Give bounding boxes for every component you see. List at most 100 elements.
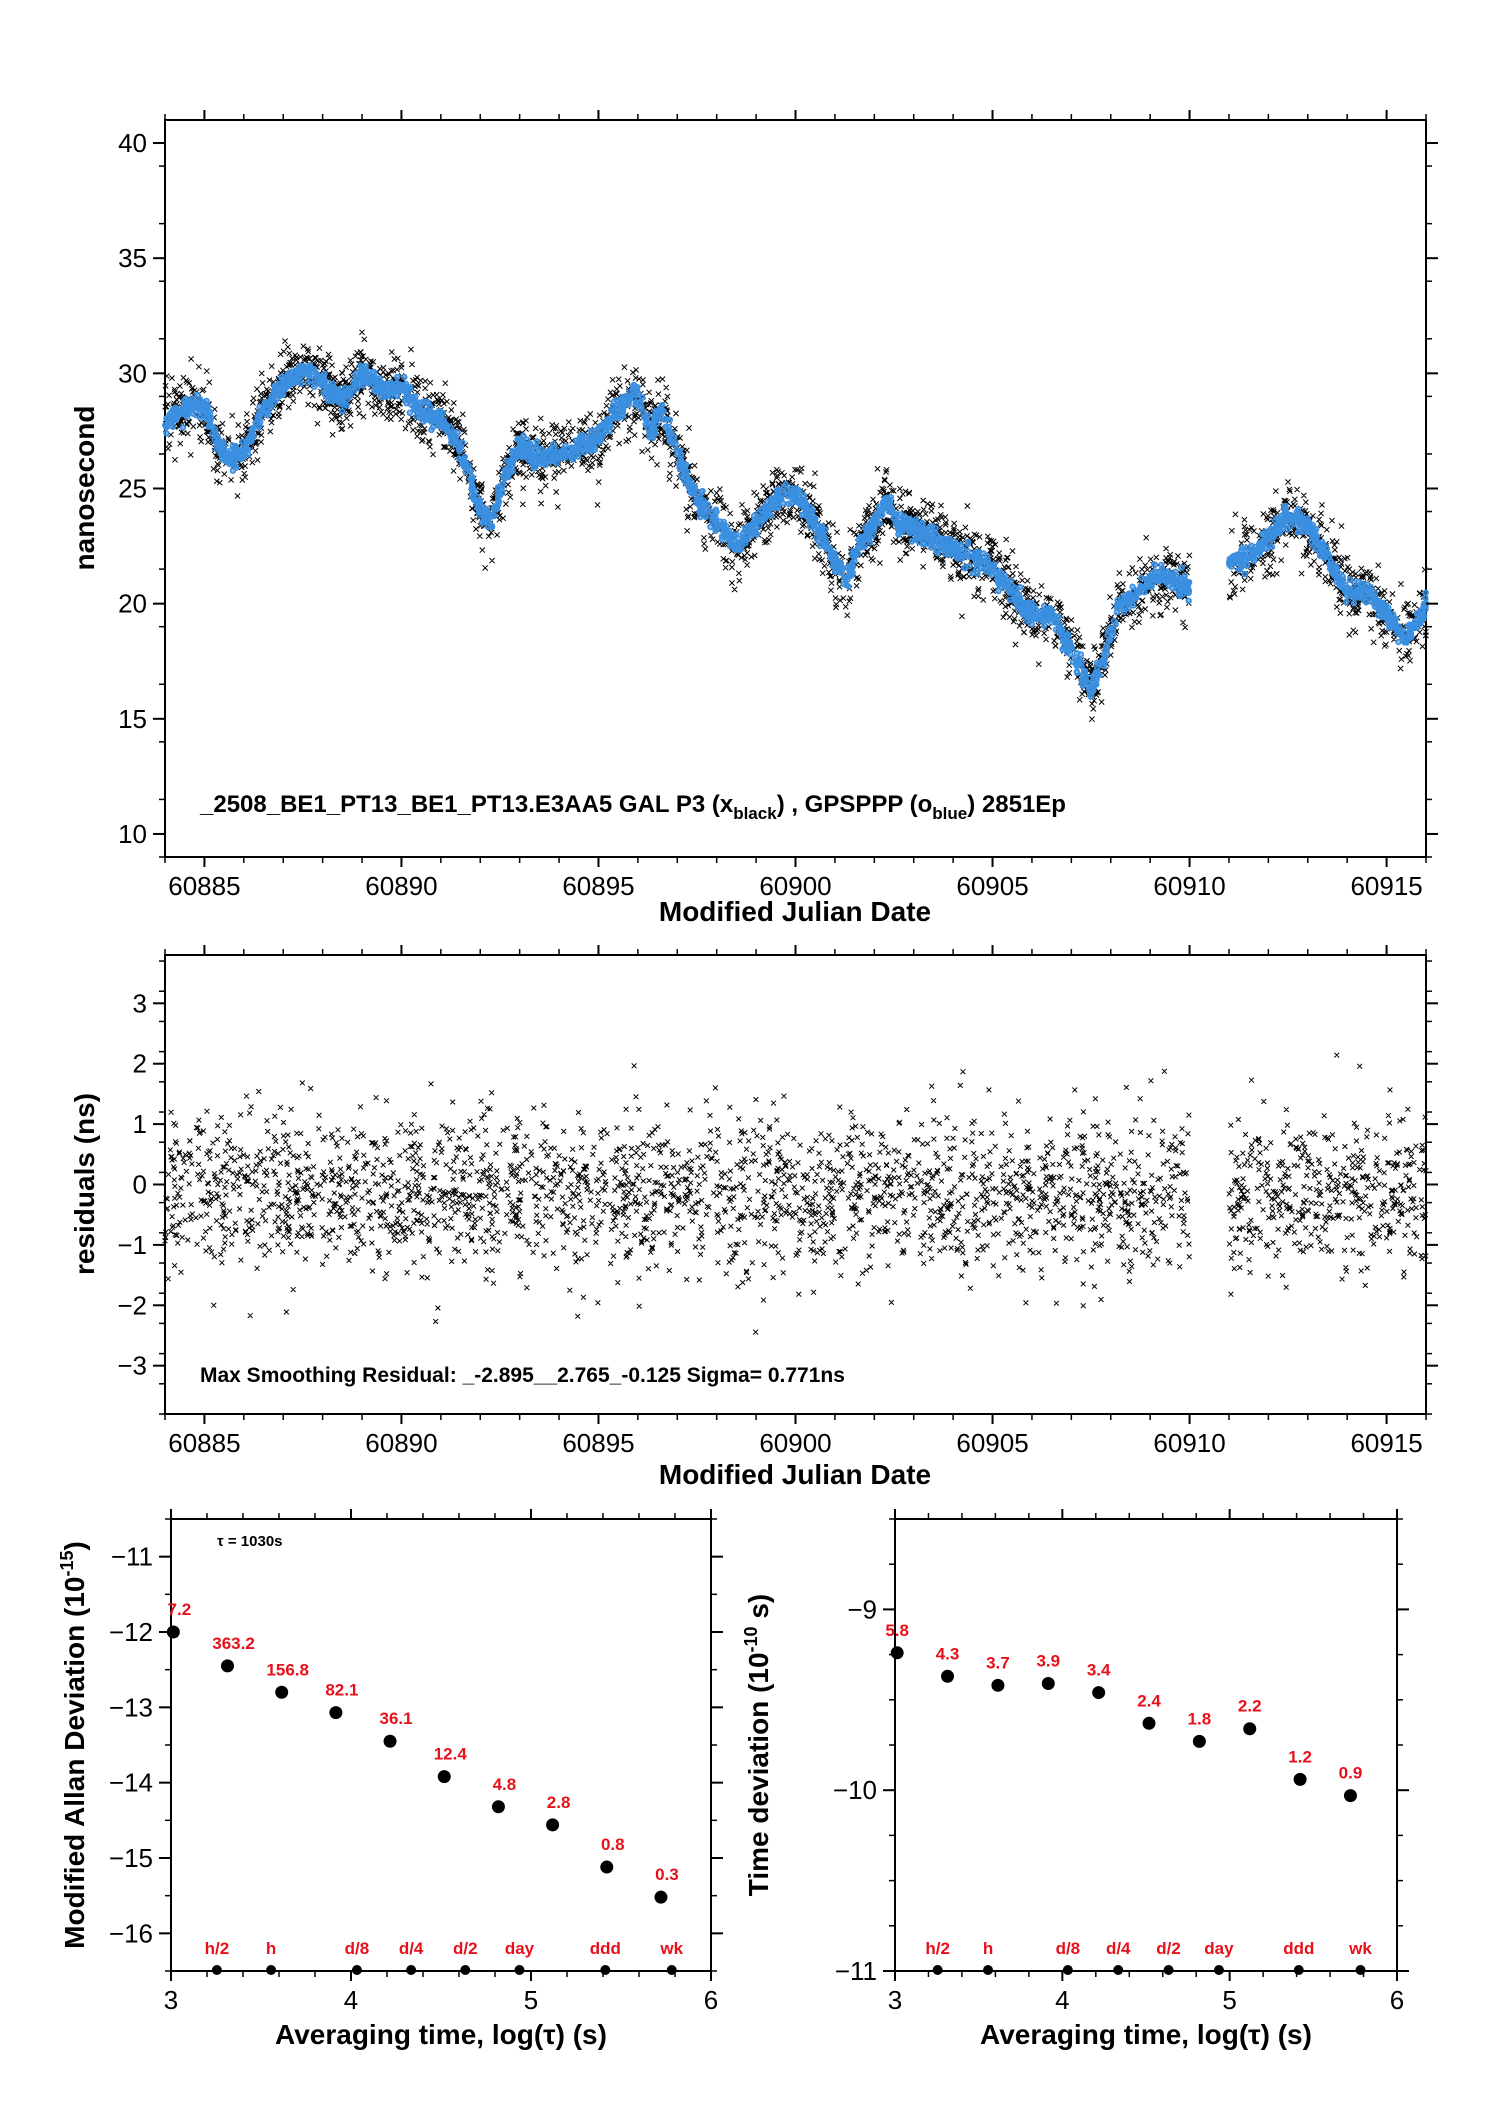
mdev-ylabel: Modified Allan Deviation (10-15) <box>57 1541 90 1949</box>
time-marker-dot <box>666 1965 677 1975</box>
data-point <box>383 1734 397 1748</box>
residuals-xlabel: Modified Julian Date <box>659 1459 931 1490</box>
data-point <box>1343 1789 1357 1803</box>
time-marker-label: h <box>266 1939 276 1958</box>
timeseries-xlabel: Modified Julian Date <box>659 896 931 927</box>
data-point <box>1192 1734 1206 1748</box>
mdev-ticks: 3 4 5 6 −16 −15 −14 −13 −12 −11 <box>109 1509 723 2015</box>
x-tick-label: 60910 <box>1153 871 1225 901</box>
x-tick-label: 60885 <box>168 1428 240 1458</box>
data-point <box>546 1818 560 1832</box>
x-tick-label: 60905 <box>956 871 1028 901</box>
timeseries-points <box>162 329 1430 723</box>
data-point-label: 156.8 <box>266 1660 309 1679</box>
data-point-label: 2.2 <box>1238 1697 1262 1716</box>
data-point <box>1041 1677 1055 1691</box>
time-marker-dot <box>1213 1965 1224 1975</box>
time-marker-dot <box>351 1965 362 1975</box>
x-tick-label: 60895 <box>562 1428 634 1458</box>
timeseries-annotation: _2508_BE1_PT13_BE1_PT13.E3AA5 GAL P3 (xb… <box>199 791 1066 823</box>
y-tick-label: −3 <box>117 1351 147 1381</box>
data-point <box>329 1706 343 1720</box>
y-tick-label: −13 <box>109 1692 153 1722</box>
x-tick-label: 60900 <box>759 1428 831 1458</box>
data-point-label: 0.9 <box>1339 1764 1363 1783</box>
data-point <box>1092 1686 1106 1700</box>
y-tick-label: −1 <box>117 1230 147 1260</box>
time-marker-dot <box>600 1965 611 1975</box>
time-marker-dot <box>1355 1965 1366 1975</box>
time-marker-label: h/2 <box>205 1939 230 1958</box>
x-tick-label: 60915 <box>1350 1428 1422 1458</box>
residuals-annotation: Max Smoothing Residual: _-2.895__2.765_-… <box>200 1364 845 1387</box>
data-point-label: 3.4 <box>1087 1661 1111 1680</box>
time-marker-dot <box>1163 1965 1174 1975</box>
tdev-frame <box>894 1518 1398 1972</box>
data-point <box>654 1890 668 1904</box>
data-point-label: 4.3 <box>936 1644 960 1663</box>
y-tick-label: −15 <box>109 1843 153 1873</box>
data-point <box>1293 1772 1307 1786</box>
tdev-xlabel: Averaging time, log(τ) (s) <box>980 2019 1312 2050</box>
time-marker-label: ddd <box>590 1939 621 1958</box>
y-tick-label: −11 <box>111 1542 153 1572</box>
x-tick-label: 60895 <box>562 871 634 901</box>
time-marker-dot <box>211 1965 222 1975</box>
y-tick-label: 20 <box>118 589 147 619</box>
tdev-points: 5.8 4.3 3.7 3.9 3.4 2.4 1.8 2.2 1.2 0.9 h/2 h d/8 d/4… <box>885 1621 1372 1975</box>
x-tick-label: 5 <box>1222 1985 1236 2015</box>
tdev-panel: 3 4 5 6 −11 −10 −9 5.8 4.3 3.7 3.9 3.4 2.4 1.8 2.2 1.2… <box>741 1509 1409 2050</box>
blue-o-series <box>162 362 1430 700</box>
data-point-label: 1.2 <box>1288 1747 1312 1766</box>
y-tick-label: −14 <box>109 1768 153 1798</box>
mdev-tau-note: τ = 1030s <box>217 1533 283 1550</box>
time-marker-label: d/4 <box>399 1939 424 1958</box>
time-marker-dot <box>1113 1965 1124 1975</box>
x-tick-label: 3 <box>164 1985 178 2015</box>
time-marker-dot <box>932 1965 943 1975</box>
data-point <box>275 1685 289 1699</box>
time-marker-label: h/2 <box>925 1939 950 1958</box>
data-point <box>941 1669 955 1683</box>
time-marker-label: d/2 <box>1156 1939 1181 1958</box>
data-point <box>1243 1722 1257 1736</box>
tdev-ticks: 3 4 5 6 −11 −10 −9 <box>833 1509 1409 2015</box>
y-tick-label: 3 <box>133 988 147 1018</box>
x-tick-label: 60890 <box>365 871 437 901</box>
time-marker-dot <box>1062 1965 1073 1975</box>
data-point-label: 36.1 <box>380 1709 413 1728</box>
timeseries-panel: 60885 60890 60895 60900 60905 60910 60915 10 15 2… <box>69 110 1438 927</box>
y-tick-label: −9 <box>847 1594 877 1624</box>
time-marker-dot <box>1293 1965 1304 1975</box>
mdev-xlabel: Averaging time, log(τ) (s) <box>275 2019 607 2050</box>
data-point <box>600 1860 614 1874</box>
time-marker-dot <box>460 1965 471 1975</box>
x-tick-label: 60915 <box>1350 871 1422 901</box>
x-tick-label: 6 <box>1390 1985 1404 2015</box>
data-point-label: 2.4 <box>1137 1691 1161 1710</box>
y-tick-label: −10 <box>833 1775 877 1805</box>
timeseries-ylabel: nanosecond <box>69 406 100 571</box>
y-tick-label: −12 <box>109 1617 153 1647</box>
data-point-label: 3.9 <box>1036 1652 1060 1671</box>
time-marker-label: h <box>983 1939 993 1958</box>
y-tick-label: 30 <box>118 358 147 388</box>
data-point <box>437 1770 451 1784</box>
y-tick-label: −16 <box>109 1918 153 1948</box>
x-tick-label: 4 <box>1055 1985 1069 2015</box>
y-tick-label: −11 <box>835 1956 877 1986</box>
x-tick-label: 60910 <box>1153 1428 1225 1458</box>
y-tick-label: 0 <box>133 1170 147 1200</box>
data-point-label: 3.7 <box>986 1653 1010 1672</box>
x-tick-label: 4 <box>344 1985 358 2015</box>
mdev-panel: 3 4 5 6 −16 −15 −14 −13 −12 −11 7.2 363.2 156.8 82.1… <box>57 1509 723 2050</box>
residuals-points <box>162 1052 1429 1335</box>
residuals-ylabel: residuals (ns) <box>69 1093 100 1275</box>
data-point <box>991 1678 1005 1692</box>
time-marker-label: day <box>1204 1939 1234 1958</box>
data-point <box>221 1659 235 1673</box>
residuals-ticks: 60885 60890 60895 60900 60905 60910 60915 −3 −2 −… <box>117 945 1438 1458</box>
data-point <box>166 1625 180 1639</box>
tdev-ylabel: Time deviation (10-10 s) <box>741 1594 774 1897</box>
